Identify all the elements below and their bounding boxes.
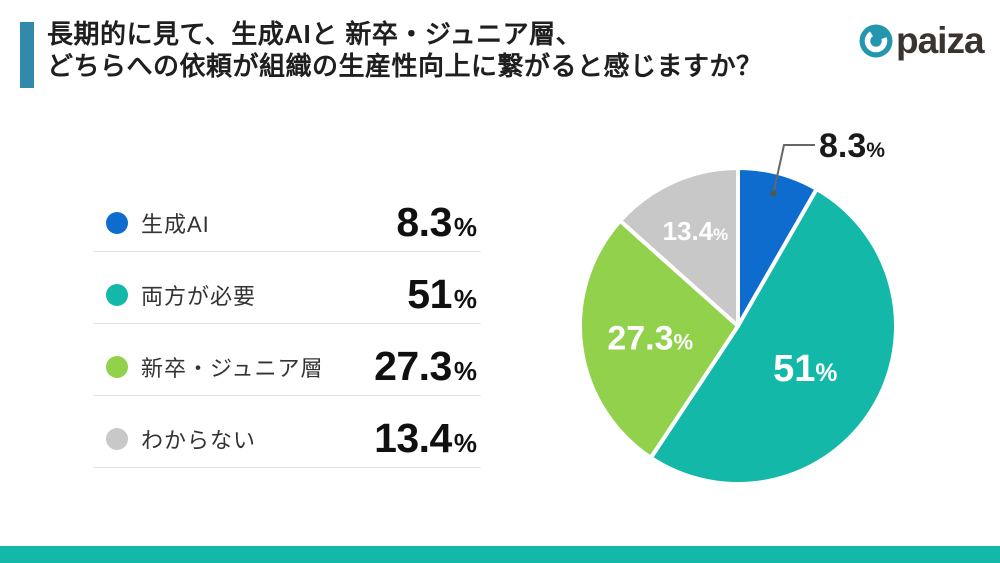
legend-label: 新卒・ジュニア層 bbox=[141, 355, 324, 381]
pie-chart: 8.3% 51% 27.3% 13.4% bbox=[578, 127, 899, 487]
page-title: 長期的に見て、生成AIと 新卒・ジュニア層、 どちらへの依頼が組織の生産性向上に… bbox=[47, 18, 763, 82]
pie-label-outside: 8.3% bbox=[819, 127, 885, 165]
legend-value: 8.3 % bbox=[396, 199, 477, 245]
legend-label: わからない bbox=[141, 427, 257, 453]
pie-label-inside: 13.4% bbox=[663, 216, 729, 246]
paiza-logo-circle bbox=[859, 24, 893, 58]
chart-legend: 生成AI 8.3 % 両方が必要 51 % 新卒・ジュニア層 27.3 % わか… bbox=[93, 180, 481, 468]
paiza-logo: paiza bbox=[859, 20, 985, 61]
legend-value: 13.4 % bbox=[374, 415, 477, 461]
legend-color-dot bbox=[106, 283, 128, 306]
legend-label: 生成AI bbox=[141, 211, 210, 237]
pie-slice-2 bbox=[578, 218, 740, 460]
legend-item: わからない 13.4 % bbox=[93, 396, 481, 468]
legend-item: 新卒・ジュニア層 27.3 % bbox=[93, 324, 481, 396]
title-line-2: どちらへの依頼が組織の生産性向上に繋がると感じますか？ bbox=[47, 51, 763, 81]
footer-bar bbox=[0, 546, 1000, 563]
title-line-1: 長期的に見て、生成AIと 新卒・ジュニア層、 bbox=[47, 19, 583, 49]
pie-slice-3 bbox=[618, 166, 740, 328]
legend-item: 生成AI 8.3 % bbox=[93, 180, 481, 252]
legend-item: 両方が必要 51 % bbox=[93, 252, 481, 324]
title-accent-bar bbox=[20, 22, 34, 88]
legend-value: 51 % bbox=[407, 271, 477, 317]
pie-slice-1 bbox=[648, 187, 899, 487]
pie-label-inside: 27.3% bbox=[607, 320, 693, 358]
legend-label: 両方が必要 bbox=[141, 283, 257, 309]
paiza-logo-icon bbox=[859, 24, 893, 58]
legend-color-dot bbox=[106, 427, 128, 450]
callout-leader-line bbox=[772, 144, 815, 194]
legend-color-dot bbox=[106, 355, 128, 378]
paiza-logo-text: paiza bbox=[896, 20, 985, 61]
legend-color-dot bbox=[106, 211, 128, 234]
legend-value: 27.3 % bbox=[374, 343, 477, 389]
pie-label-inside: 51% bbox=[773, 348, 837, 390]
callout-dot bbox=[770, 189, 777, 197]
